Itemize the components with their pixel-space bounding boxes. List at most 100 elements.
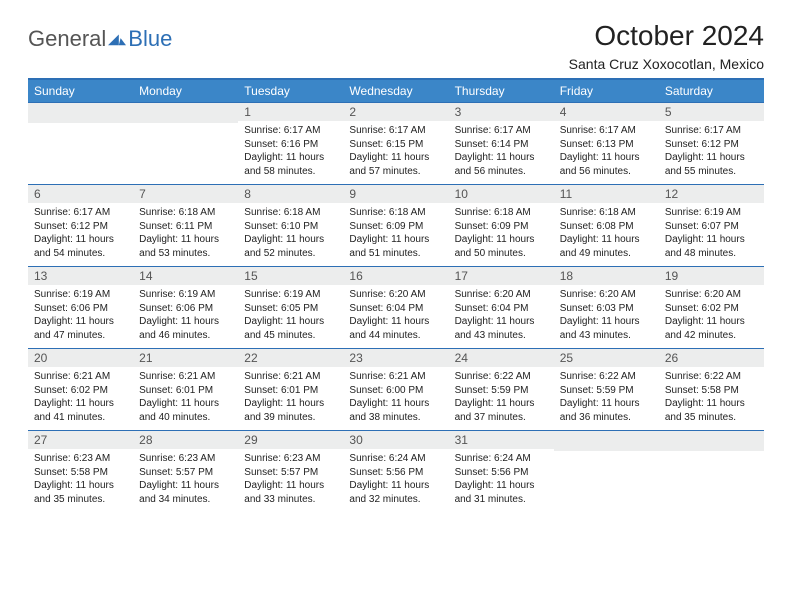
day-details xyxy=(133,123,238,178)
day-number-bar: 21 xyxy=(133,348,238,367)
day-details: Sunrise: 6:21 AMSunset: 6:00 PMDaylight:… xyxy=(343,367,448,430)
day-details: Sunrise: 6:18 AMSunset: 6:10 PMDaylight:… xyxy=(238,203,343,266)
day-details: Sunrise: 6:24 AMSunset: 5:56 PMDaylight:… xyxy=(449,449,554,512)
day-number-bar: 15 xyxy=(238,266,343,285)
day-details xyxy=(659,451,764,506)
day-details: Sunrise: 6:17 AMSunset: 6:12 PMDaylight:… xyxy=(28,203,133,266)
calendar-day: 25Sunrise: 6:22 AMSunset: 5:59 PMDayligh… xyxy=(554,348,659,430)
calendar-day: 3Sunrise: 6:17 AMSunset: 6:14 PMDaylight… xyxy=(449,102,554,184)
day-number-bar: 20 xyxy=(28,348,133,367)
calendar-day: 16Sunrise: 6:20 AMSunset: 6:04 PMDayligh… xyxy=(343,266,448,348)
day-header: Monday xyxy=(133,80,238,102)
calendar-table: SundayMondayTuesdayWednesdayThursdayFrid… xyxy=(28,80,764,512)
day-details xyxy=(554,451,659,506)
calendar-day: 4Sunrise: 6:17 AMSunset: 6:13 PMDaylight… xyxy=(554,102,659,184)
calendar-day: 6Sunrise: 6:17 AMSunset: 6:12 PMDaylight… xyxy=(28,184,133,266)
calendar-empty xyxy=(28,102,133,184)
day-number-bar xyxy=(28,102,133,123)
calendar-day: 17Sunrise: 6:20 AMSunset: 6:04 PMDayligh… xyxy=(449,266,554,348)
brand-part1: General xyxy=(28,26,106,52)
day-details: Sunrise: 6:19 AMSunset: 6:07 PMDaylight:… xyxy=(659,203,764,266)
day-details: Sunrise: 6:20 AMSunset: 6:04 PMDaylight:… xyxy=(449,285,554,348)
day-details: Sunrise: 6:17 AMSunset: 6:13 PMDaylight:… xyxy=(554,121,659,184)
calendar-empty xyxy=(133,102,238,184)
day-details: Sunrise: 6:21 AMSunset: 6:01 PMDaylight:… xyxy=(133,367,238,430)
calendar-body: 1Sunrise: 6:17 AMSunset: 6:16 PMDaylight… xyxy=(28,102,764,512)
day-details: Sunrise: 6:18 AMSunset: 6:08 PMDaylight:… xyxy=(554,203,659,266)
day-number-bar: 28 xyxy=(133,430,238,449)
day-details: Sunrise: 6:17 AMSunset: 6:14 PMDaylight:… xyxy=(449,121,554,184)
day-number-bar: 7 xyxy=(133,184,238,203)
calendar-day: 1Sunrise: 6:17 AMSunset: 6:16 PMDaylight… xyxy=(238,102,343,184)
day-number-bar: 19 xyxy=(659,266,764,285)
day-number-bar: 3 xyxy=(449,102,554,121)
day-number-bar xyxy=(554,430,659,451)
calendar-day: 9Sunrise: 6:18 AMSunset: 6:09 PMDaylight… xyxy=(343,184,448,266)
day-number-bar: 23 xyxy=(343,348,448,367)
day-details: Sunrise: 6:19 AMSunset: 6:06 PMDaylight:… xyxy=(28,285,133,348)
day-header: Saturday xyxy=(659,80,764,102)
calendar-day: 30Sunrise: 6:24 AMSunset: 5:56 PMDayligh… xyxy=(343,430,448,512)
day-details: Sunrise: 6:17 AMSunset: 6:16 PMDaylight:… xyxy=(238,121,343,184)
day-header: Tuesday xyxy=(238,80,343,102)
day-number-bar: 4 xyxy=(554,102,659,121)
day-details: Sunrise: 6:17 AMSunset: 6:12 PMDaylight:… xyxy=(659,121,764,184)
day-details: Sunrise: 6:23 AMSunset: 5:57 PMDaylight:… xyxy=(238,449,343,512)
calendar-day: 10Sunrise: 6:18 AMSunset: 6:09 PMDayligh… xyxy=(449,184,554,266)
day-number-bar: 10 xyxy=(449,184,554,203)
day-details: Sunrise: 6:20 AMSunset: 6:04 PMDaylight:… xyxy=(343,285,448,348)
day-number-bar: 16 xyxy=(343,266,448,285)
header: General Blue October 2024 Santa Cruz Xox… xyxy=(28,20,764,72)
day-number-bar: 26 xyxy=(659,348,764,367)
calendar-day: 31Sunrise: 6:24 AMSunset: 5:56 PMDayligh… xyxy=(449,430,554,512)
day-number-bar xyxy=(133,102,238,123)
calendar-empty xyxy=(659,430,764,512)
day-details: Sunrise: 6:19 AMSunset: 6:05 PMDaylight:… xyxy=(238,285,343,348)
title-block: October 2024 Santa Cruz Xoxocotlan, Mexi… xyxy=(569,20,764,72)
calendar-day: 20Sunrise: 6:21 AMSunset: 6:02 PMDayligh… xyxy=(28,348,133,430)
calendar-day: 18Sunrise: 6:20 AMSunset: 6:03 PMDayligh… xyxy=(554,266,659,348)
day-details: Sunrise: 6:18 AMSunset: 6:11 PMDaylight:… xyxy=(133,203,238,266)
day-number-bar: 31 xyxy=(449,430,554,449)
calendar-day: 5Sunrise: 6:17 AMSunset: 6:12 PMDaylight… xyxy=(659,102,764,184)
day-details: Sunrise: 6:22 AMSunset: 5:59 PMDaylight:… xyxy=(449,367,554,430)
day-details: Sunrise: 6:20 AMSunset: 6:03 PMDaylight:… xyxy=(554,285,659,348)
calendar-day: 22Sunrise: 6:21 AMSunset: 6:01 PMDayligh… xyxy=(238,348,343,430)
calendar-day: 14Sunrise: 6:19 AMSunset: 6:06 PMDayligh… xyxy=(133,266,238,348)
day-number-bar: 24 xyxy=(449,348,554,367)
day-details: Sunrise: 6:24 AMSunset: 5:56 PMDaylight:… xyxy=(343,449,448,512)
calendar-day: 23Sunrise: 6:21 AMSunset: 6:00 PMDayligh… xyxy=(343,348,448,430)
day-number-bar: 25 xyxy=(554,348,659,367)
day-details: Sunrise: 6:22 AMSunset: 5:59 PMDaylight:… xyxy=(554,367,659,430)
day-details: Sunrise: 6:20 AMSunset: 6:02 PMDaylight:… xyxy=(659,285,764,348)
calendar-day: 12Sunrise: 6:19 AMSunset: 6:07 PMDayligh… xyxy=(659,184,764,266)
day-number-bar: 13 xyxy=(28,266,133,285)
calendar-day: 2Sunrise: 6:17 AMSunset: 6:15 PMDaylight… xyxy=(343,102,448,184)
calendar-week: 1Sunrise: 6:17 AMSunset: 6:16 PMDaylight… xyxy=(28,102,764,184)
logo-mark-icon xyxy=(108,32,126,46)
day-details: Sunrise: 6:18 AMSunset: 6:09 PMDaylight:… xyxy=(449,203,554,266)
calendar-day: 24Sunrise: 6:22 AMSunset: 5:59 PMDayligh… xyxy=(449,348,554,430)
day-number-bar: 29 xyxy=(238,430,343,449)
calendar-day: 26Sunrise: 6:22 AMSunset: 5:58 PMDayligh… xyxy=(659,348,764,430)
day-number-bar: 2 xyxy=(343,102,448,121)
day-number-bar: 27 xyxy=(28,430,133,449)
day-details: Sunrise: 6:23 AMSunset: 5:58 PMDaylight:… xyxy=(28,449,133,512)
day-header: Sunday xyxy=(28,80,133,102)
day-number-bar: 17 xyxy=(449,266,554,285)
calendar-week: 13Sunrise: 6:19 AMSunset: 6:06 PMDayligh… xyxy=(28,266,764,348)
location-subtitle: Santa Cruz Xoxocotlan, Mexico xyxy=(569,56,764,72)
brand-part2: Blue xyxy=(128,26,172,52)
day-number-bar: 12 xyxy=(659,184,764,203)
day-details: Sunrise: 6:21 AMSunset: 6:02 PMDaylight:… xyxy=(28,367,133,430)
brand-logo: General Blue xyxy=(28,20,172,52)
calendar-week: 20Sunrise: 6:21 AMSunset: 6:02 PMDayligh… xyxy=(28,348,764,430)
day-header: Friday xyxy=(554,80,659,102)
day-number-bar: 11 xyxy=(554,184,659,203)
day-number-bar: 8 xyxy=(238,184,343,203)
day-header-row: SundayMondayTuesdayWednesdayThursdayFrid… xyxy=(28,80,764,102)
day-number-bar: 1 xyxy=(238,102,343,121)
page-title: October 2024 xyxy=(569,20,764,52)
calendar-day: 27Sunrise: 6:23 AMSunset: 5:58 PMDayligh… xyxy=(28,430,133,512)
calendar-day: 28Sunrise: 6:23 AMSunset: 5:57 PMDayligh… xyxy=(133,430,238,512)
